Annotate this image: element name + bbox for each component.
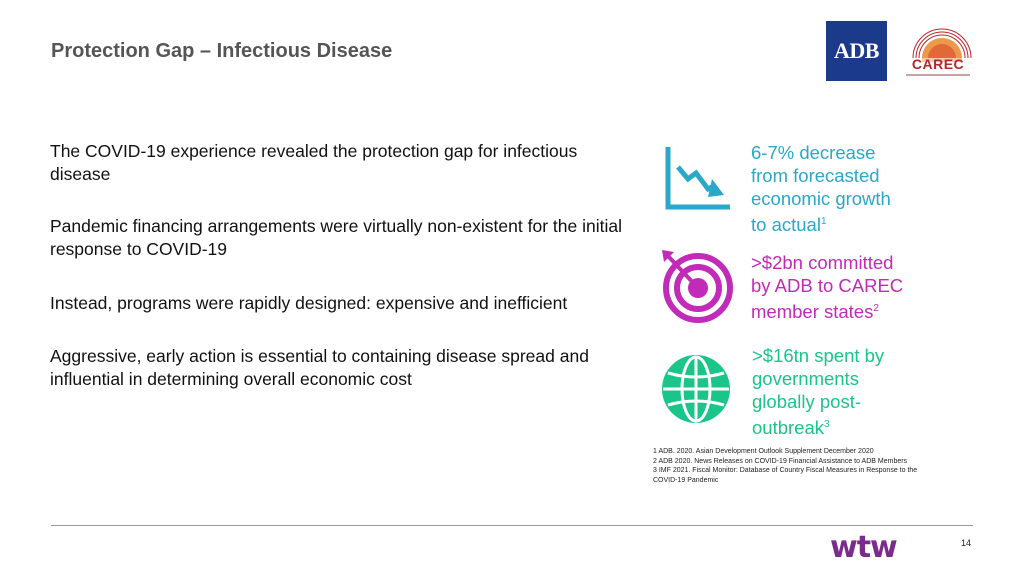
footnote: 3 IMF 2021. Fiscal Monitor: Database of … <box>653 467 918 484</box>
wtw-logo: wtw <box>830 530 898 565</box>
carec-tagline-line <box>906 74 970 76</box>
stat-growth-decrease: 6-7% decrease from forecasted economic g… <box>751 141 891 236</box>
stat-line: governments <box>752 368 859 389</box>
paragraph-aggressive-action: Aggressive, early action is essential to… <box>50 346 589 389</box>
globe-icon <box>662 355 730 423</box>
stat-adb-committed: >$2bn committed by ADB to CAREC member s… <box>751 251 903 323</box>
footnote: 1 ADB. 2020. Asian Development Outlook S… <box>653 448 874 455</box>
adb-logo: ADB <box>826 21 887 81</box>
paragraph-protection-gap: The COVID-19 experience revealed the pro… <box>50 141 578 184</box>
stat-line: by ADB to CAREC <box>751 275 904 296</box>
stat-line: >$2bn committed <box>751 252 894 273</box>
footer-divider <box>51 525 973 526</box>
footnote: 2 ADB 2020. News Releases on COVID-19 Fi… <box>653 457 908 465</box>
declining-chart-icon <box>665 147 730 210</box>
stat-line: globally post- <box>752 391 862 412</box>
adb-logo-text: ADB <box>834 38 879 63</box>
stat-governments-spent: >$16tn spent by governments globally pos… <box>752 344 884 439</box>
footnote-ref: 1 <box>820 216 827 227</box>
stat-line: 6-7% decrease <box>751 142 876 163</box>
footnote-ref: 3 <box>824 419 830 430</box>
stat-line: member states <box>751 301 874 323</box>
page-number: 14 <box>961 538 972 548</box>
stat-line: from forecasted <box>751 165 880 186</box>
slide-title: Protection Gap – Infectious Disease <box>51 40 393 62</box>
stat-line: >$16tn spent by <box>752 345 885 366</box>
carec-logo: CAREC <box>902 22 974 82</box>
stat-line: economic growth <box>751 188 891 209</box>
paragraph-programs: Instead, programs were rapidly designed:… <box>50 293 568 313</box>
footnote-ref: 2 <box>873 303 879 314</box>
target-icon <box>662 250 733 323</box>
stat-line: outbreak <box>752 417 824 439</box>
stat-line: to actual <box>751 214 821 236</box>
carec-logo-text: CAREC <box>911 56 965 72</box>
paragraph-pandemic-financing: Pandemic financing arrangements were vir… <box>50 216 622 259</box>
footnotes: 1 ADB. 2020. Asian Development Outlook S… <box>653 447 933 485</box>
